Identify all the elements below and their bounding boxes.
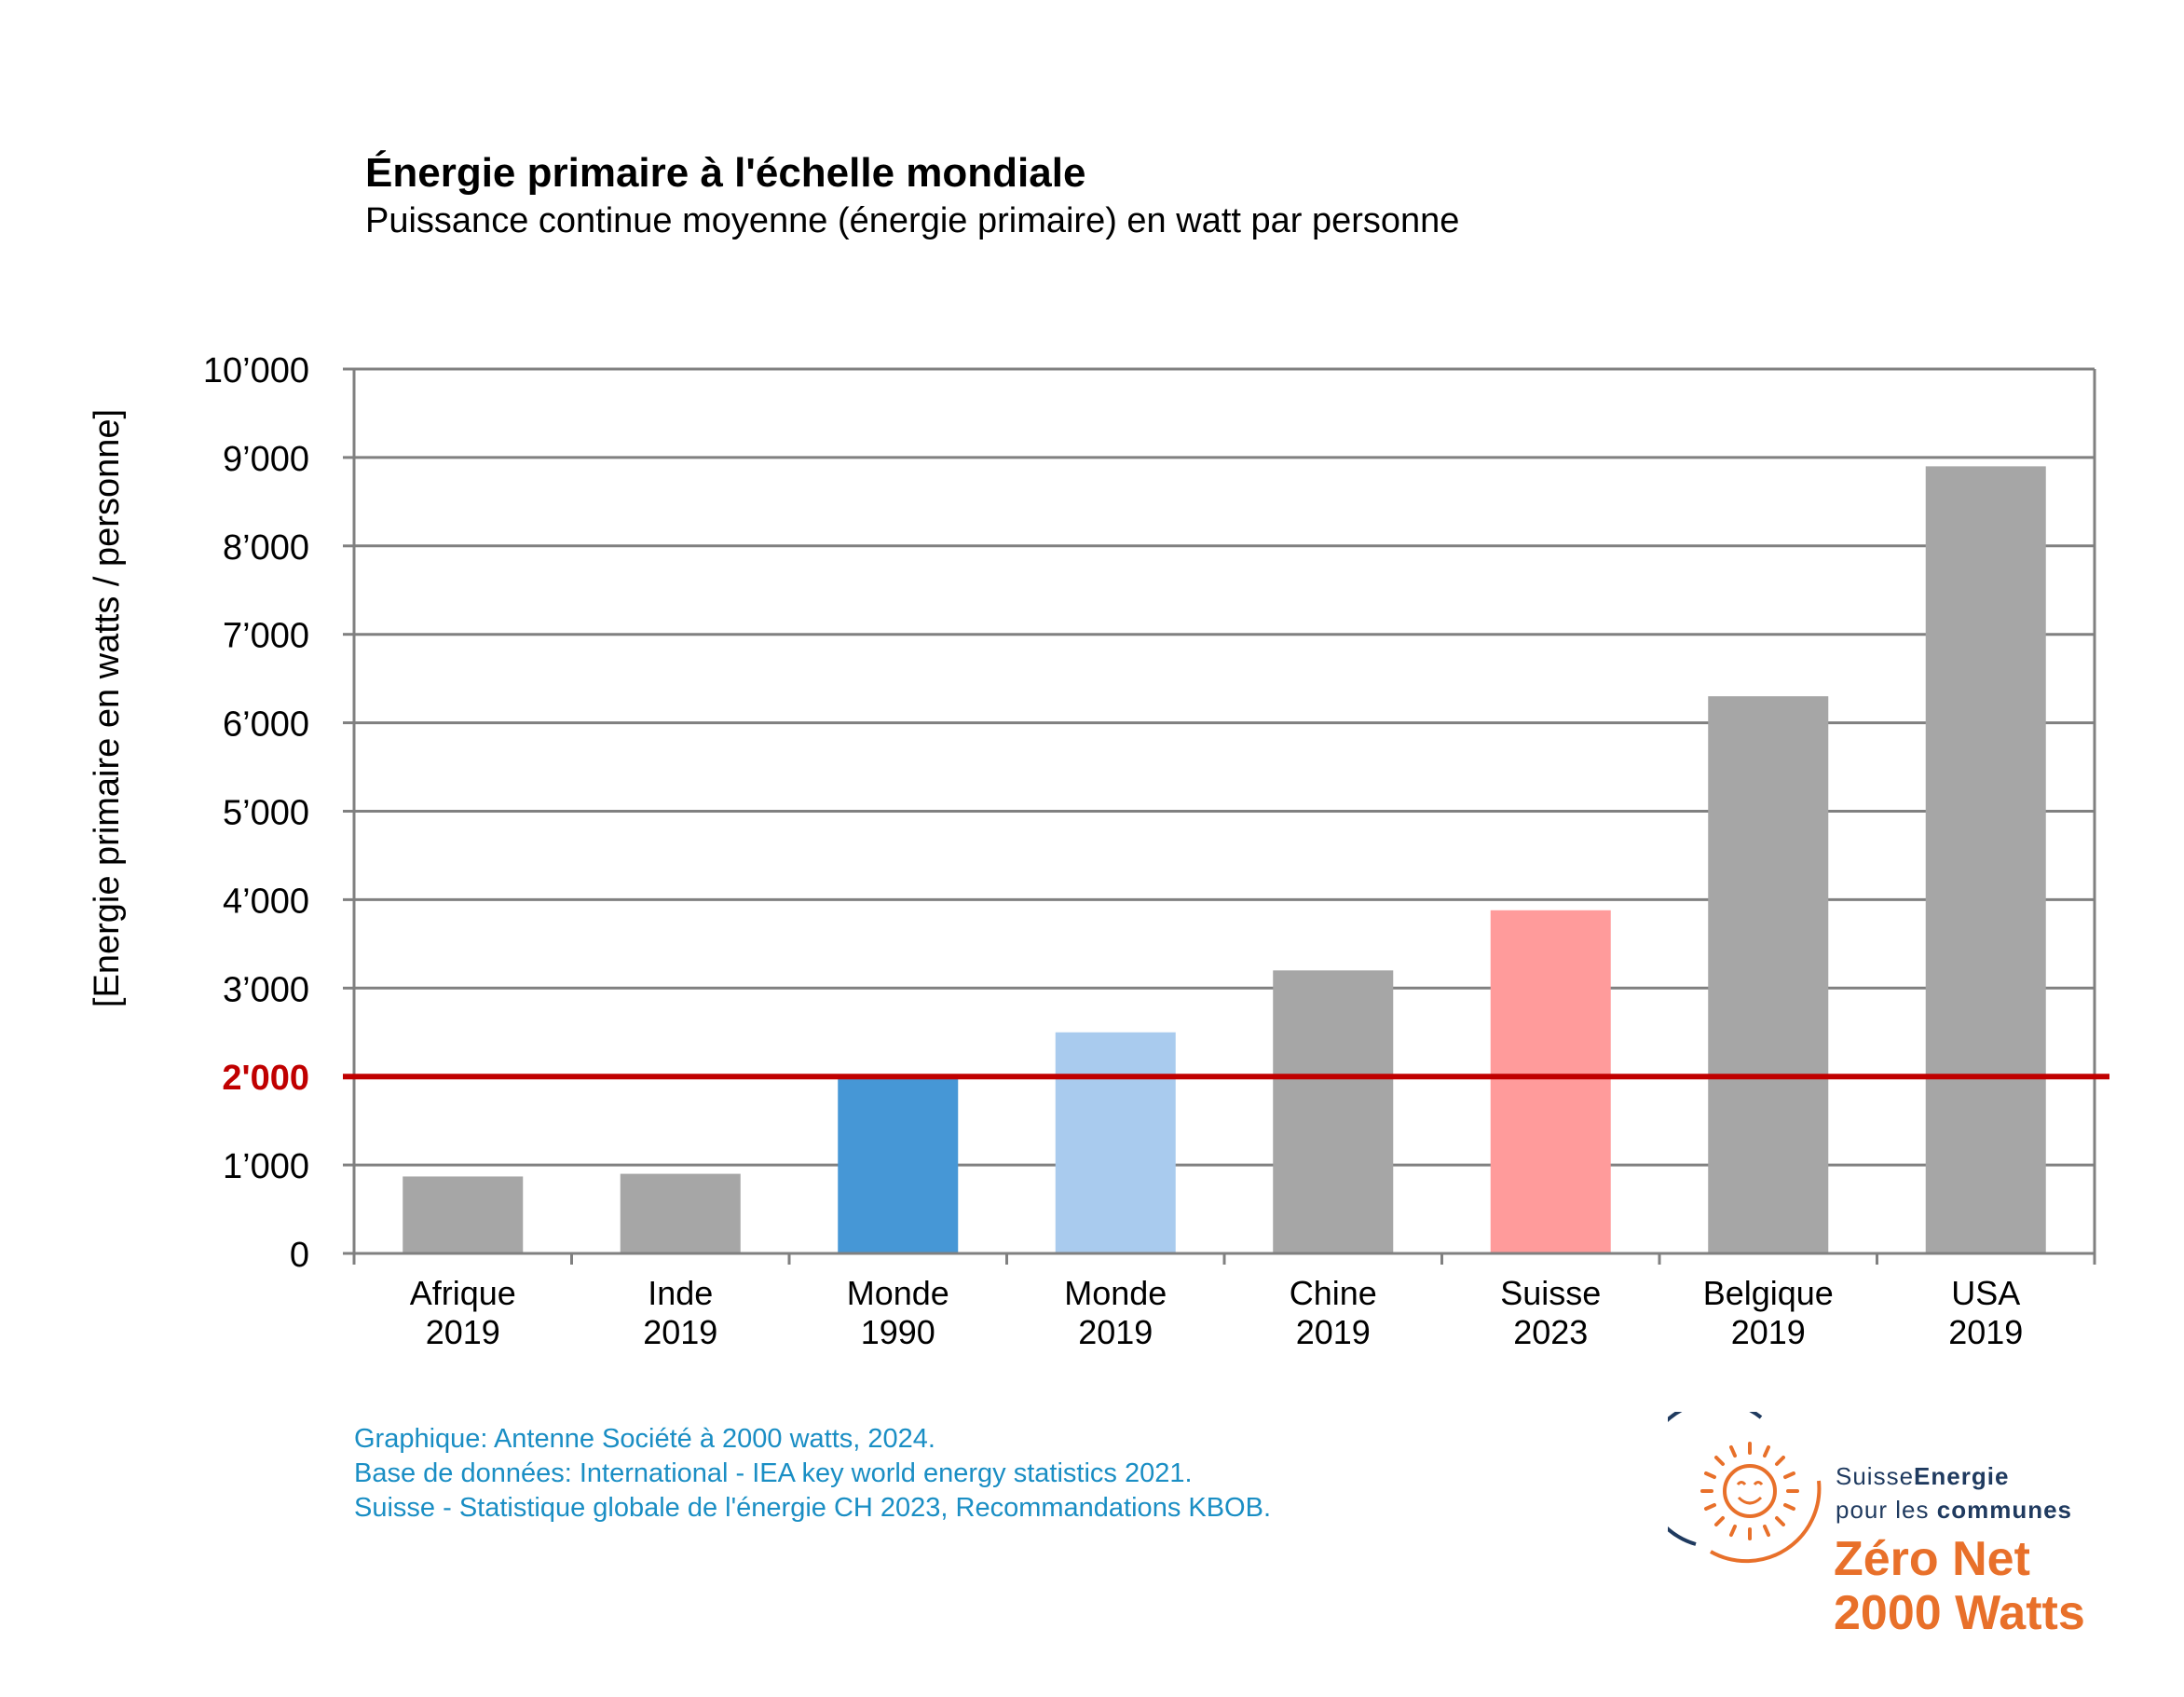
bar [1490, 910, 1611, 1253]
chart-subtitle: Puissance continue moyenne (énergie prim… [365, 201, 1460, 240]
logo-brand: SuisseEnergie [1836, 1462, 2010, 1490]
bar [1708, 696, 1829, 1253]
x-tick-label-year: 2019 [426, 1313, 500, 1351]
x-tick-label: Chine [1290, 1274, 1377, 1312]
source-line-database: Base de données: International - IEA key… [354, 1458, 1193, 1488]
y-tick-label: 6’000 [223, 705, 309, 745]
x-tick-label: USA [1951, 1274, 2020, 1312]
y-tick-label: 8’000 [223, 528, 309, 568]
y-tick-label: 9’000 [223, 440, 309, 479]
bar [403, 1176, 524, 1253]
y-tick-label: 2'000 [222, 1059, 309, 1098]
bar [620, 1173, 741, 1253]
y-tick-label: 1’000 [223, 1147, 309, 1186]
y-tick-label: 10’000 [203, 351, 309, 390]
bar [1273, 970, 1394, 1253]
x-tick-label-year: 2019 [1078, 1313, 1153, 1351]
x-tick-label-year: 2019 [643, 1313, 717, 1351]
x-tick-label-year: 2023 [1513, 1313, 1588, 1351]
bar [1925, 466, 2046, 1253]
y-tick-label: 0 [290, 1236, 309, 1275]
x-tick-label-year: 2019 [1731, 1313, 1806, 1351]
x-tick-label: Afrique [410, 1274, 516, 1312]
x-tick-label-year: 2019 [1948, 1313, 2023, 1351]
source-notes: Graphique: Antenne Société à 2000 watts,… [354, 1422, 1271, 1526]
x-tick-label: Belgique [1703, 1274, 1834, 1312]
bar-chart: 0 1’000 2'000 3’000 4’000 5’000 6’000 7’000 8’00… [203, 351, 2109, 1351]
logo-tagline-2: 2000 Watts [1834, 1586, 2085, 1640]
x-tick-label: Inde [648, 1274, 713, 1312]
x-tick-label: Monde [1064, 1274, 1167, 1312]
y-tick-label: 7’000 [223, 617, 309, 656]
x-tick-label-year: 1990 [861, 1313, 935, 1351]
x-tick-label-year: 2019 [1296, 1313, 1371, 1351]
source-line-graphic: Graphique: Antenne Société à 2000 watts,… [354, 1424, 935, 1454]
bar [1055, 1032, 1176, 1253]
y-tick-label: 4’000 [223, 882, 309, 921]
source-line-switzerland: Suisse - Statistique globale de l'énergi… [354, 1493, 1272, 1523]
y-tick-label: 3’000 [223, 970, 309, 1009]
logo-subline: pour les communes [1836, 1496, 2072, 1524]
x-tick-label: Monde [847, 1274, 949, 1312]
bar [838, 1076, 959, 1253]
x-tick-label: Suisse [1500, 1274, 1601, 1312]
chart-title: Énergie primaire à l'échelle mondiale [365, 150, 1086, 196]
sun-icon [1668, 1412, 1822, 1564]
y-tick-label: 5’000 [223, 794, 309, 833]
suisseenergie-logo: SuisseEnergie pour les communes Zéro Net… [1668, 1412, 2115, 1645]
logo-tagline-1: Zéro Net [1834, 1532, 2030, 1586]
